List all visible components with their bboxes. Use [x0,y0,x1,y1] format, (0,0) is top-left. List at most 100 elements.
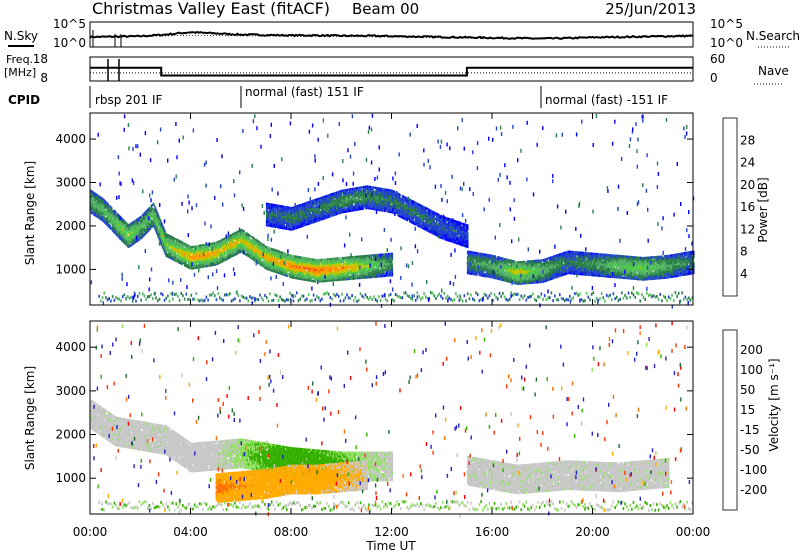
power-cell [193,261,196,264]
power-cell [224,248,227,251]
power-cell [204,257,207,260]
power-cell [173,237,176,240]
power-cell [334,277,337,280]
power-cell [115,221,117,224]
power-cell [176,244,178,247]
power-cell [110,214,113,218]
power-cell [195,260,198,264]
power-cell [321,264,323,267]
power-cell [160,222,162,226]
power-cell [184,243,187,246]
power-cell [95,197,97,200]
power-cell [149,227,152,230]
power-cell [132,232,135,235]
power-cell [131,226,133,229]
power-cell [248,237,250,241]
power-cell [319,260,322,263]
power-cell [157,234,160,237]
power-cell [216,257,219,260]
power-cell [193,251,196,254]
power-cell [115,215,117,218]
power-cell [138,226,141,229]
power-cell [117,231,120,234]
power-cell [171,253,173,256]
power-cell [161,223,163,226]
power-cell [187,258,189,261]
power-cell [93,213,95,216]
power-cell [90,199,92,202]
power-cell [188,247,191,250]
power-cell [132,240,135,243]
power-cell [215,241,218,244]
power-cell [373,266,375,269]
power-cell [354,267,357,270]
power-cell [141,221,144,224]
power-cell [221,254,224,257]
power-cell [155,226,157,229]
power-cell [204,249,207,252]
power-cell [115,229,117,232]
power-cell [233,240,235,243]
power-cell [213,248,215,251]
power-cell [218,254,220,257]
power-cell [206,247,208,250]
power-cell [151,220,153,223]
power-cell [322,274,324,277]
power-cell [166,249,168,252]
power-cell [195,255,198,258]
power-cell [202,255,204,258]
power-cell [213,249,216,253]
power-cell [366,262,368,265]
power-cell [93,209,95,212]
power-cell [207,251,209,254]
power-cell [185,263,188,266]
power-cell [337,212,339,215]
power-cell [157,212,159,215]
power-cell [333,279,336,282]
power-cell [93,201,95,204]
power-cell [131,235,134,238]
power-cell [376,255,378,259]
power-cell [204,261,207,264]
power-cell [107,203,110,206]
power-cell [162,232,164,235]
power-cell [233,236,235,239]
power-cell [180,258,182,261]
power-cell [105,216,107,219]
power-cell [218,260,220,263]
power-cell [158,220,161,223]
power-cell [132,226,135,229]
power-cell [100,210,102,213]
power-cell [105,212,107,215]
power-cell [115,217,117,220]
power-cell [208,248,211,251]
power-cell [119,231,121,234]
power-cell [95,195,97,198]
power-cell [195,253,198,256]
power-cell [347,274,350,277]
power-cell [110,207,113,210]
power-cell [128,227,131,230]
power-cell [90,207,93,210]
power-cell [361,268,363,272]
power-cell [96,215,99,218]
power-cell [105,221,108,224]
power-cell [144,219,146,222]
power-cell [232,239,234,242]
power-cell [229,256,231,259]
power-cell [166,237,168,240]
power-cell [151,214,153,217]
power-cell [162,227,165,230]
power-cell [93,192,95,195]
power-cell [198,254,200,257]
power-cell [215,247,218,250]
power-cell [391,262,394,265]
power-cell [227,257,229,260]
power-cell [218,242,220,245]
power-cell [311,258,314,261]
power-cell [342,270,345,273]
power-cell [110,209,113,212]
power-cell [224,239,227,242]
power-cell [197,266,199,269]
power-cell [174,255,177,258]
